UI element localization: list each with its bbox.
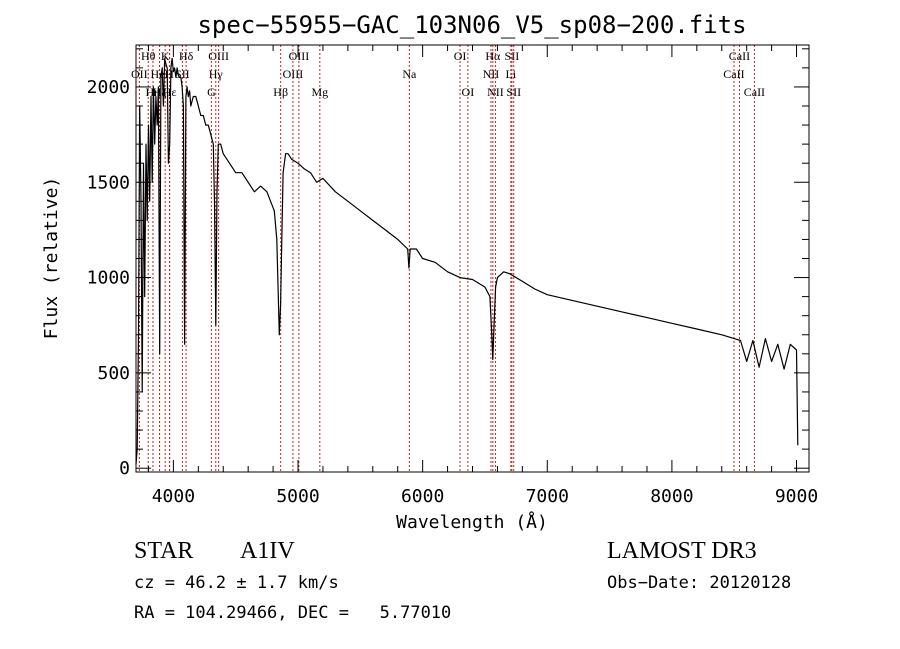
marker-label-8: Hδ [179, 49, 194, 63]
x-tick-label-1: 5000 [276, 486, 319, 507]
marker-label-27: CaII [723, 67, 744, 81]
coordinates: RA = 104.29466, DEC = 5.77010 [134, 603, 452, 623]
series-group [135, 57, 799, 465]
marker-label-12: G [207, 85, 216, 99]
marker-label-25: SII [506, 85, 521, 99]
y-tick-label-0: 0 [119, 458, 130, 479]
marker-label-9: SII [175, 67, 190, 81]
y-tick-label-2: 1000 [87, 268, 130, 289]
axis-ticks: 4000 5000 6000 7000 8000 9000 0 500 1000 1500 2000 [87, 45, 818, 507]
object-class: STAR [134, 538, 194, 564]
marker-label-23: Li [506, 67, 517, 81]
y-axis-label: Flux (relative) [41, 177, 62, 340]
plot-frame [135, 44, 810, 473]
series-line-0 [135, 57, 799, 465]
object-subclass: A1IV [240, 538, 295, 564]
marker-label-1: OII [131, 67, 148, 81]
y-tick-label-4: 2000 [87, 77, 130, 98]
y-tick-label-3: 1500 [87, 172, 130, 193]
marker-label-22: NII [483, 67, 500, 81]
marker-label-20: Hα [485, 49, 501, 63]
x-axis-label: Wavelength (Å) [396, 511, 548, 533]
marker-label-16: Mg [311, 85, 328, 99]
marker-label-13: Hβ [273, 85, 288, 99]
x-tick-label-4: 8000 [650, 486, 693, 507]
chart-title: spec−55955−GAC_103N06_V5_sp08−200.fits [197, 11, 746, 39]
marker-label-26: CaII [729, 49, 750, 63]
marker-label-15: OIII [283, 67, 304, 81]
marker-label-10: OIII [208, 49, 229, 63]
x-tick-label-3: 7000 [526, 486, 569, 507]
survey-name: LAMOST DR3 [607, 538, 757, 564]
marker-label-18: OI [454, 49, 467, 63]
y-tick-label-1: 500 [97, 363, 130, 384]
x-tick-label-2: 6000 [401, 486, 444, 507]
marker-label-24: NII [487, 85, 504, 99]
marker-label-3: K [161, 49, 170, 63]
marker-label-7: Hε [163, 85, 177, 99]
marker-label-21: SII [505, 49, 520, 63]
marker-label-28: CaII [744, 85, 765, 99]
line-markers: HθOIIHηKHeIHζHHεHδSIIOIIIHγGHβOIIIOIIIMg… [131, 45, 765, 472]
marker-label-0: Hθ [141, 49, 156, 63]
x-tick-label-5: 9000 [775, 486, 818, 507]
obs-date: Obs−Date: 20120128 [607, 573, 792, 593]
marker-label-11: Hγ [209, 67, 224, 81]
redshift-text: cz = 46.2 ± 1.7 km/s [134, 573, 339, 593]
marker-label-19: OI [462, 85, 475, 99]
marker-label-14: OIII [289, 49, 310, 63]
marker-label-17: Na [402, 67, 417, 81]
x-tick-label-0: 4000 [152, 486, 195, 507]
